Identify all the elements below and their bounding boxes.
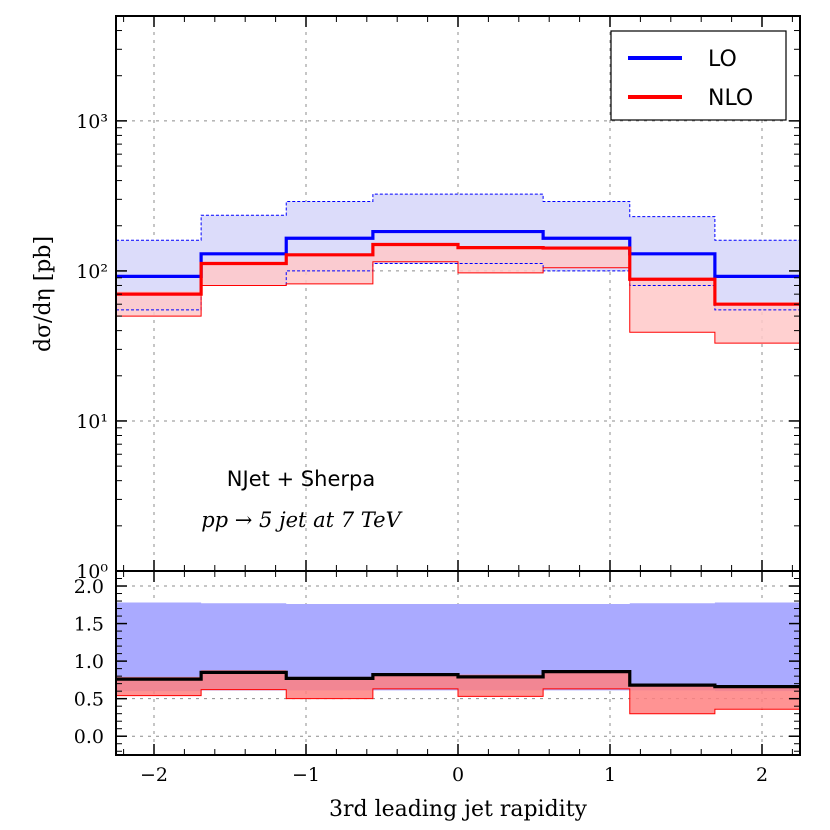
y-axis-label: dσ/dη [pb] bbox=[31, 236, 56, 352]
main-lines bbox=[116, 229, 800, 306]
main-bands bbox=[116, 193, 800, 344]
x-tick-label: 2 bbox=[756, 764, 768, 786]
ratio-ytick-label: 0.0 bbox=[74, 726, 104, 748]
nlo-uncertainty-band bbox=[116, 243, 800, 344]
main-ytick-label: 10² bbox=[76, 261, 108, 283]
ratio-ytick-label: 1.5 bbox=[74, 614, 104, 636]
x-axis-label: 3rd leading jet rapidity bbox=[329, 797, 588, 822]
lo-central-line bbox=[116, 229, 800, 278]
main-ytick-label: 10⁰ bbox=[76, 561, 108, 583]
main-ytick-label: 10³ bbox=[76, 111, 108, 133]
legend-nlo-label: NLO bbox=[708, 86, 753, 111]
legend: LO NLO bbox=[610, 30, 787, 121]
x-tick-label: 0 bbox=[452, 764, 464, 786]
legend-lo-label: LO bbox=[708, 47, 737, 72]
legend-box bbox=[610, 30, 787, 121]
ratio-nlo-band-lower-edge bbox=[116, 688, 800, 715]
ratio-ytick-label: 0.5 bbox=[74, 689, 104, 711]
nlo-band-lower-edge bbox=[116, 261, 800, 344]
x-tick-label: 1 bbox=[604, 764, 616, 786]
ratio-bands bbox=[116, 602, 800, 715]
ratio-ytick-label: 1.0 bbox=[74, 651, 104, 673]
ratio-plot-frame bbox=[115, 570, 801, 756]
ratio-central-line bbox=[116, 670, 800, 689]
main-ytick-label: 10¹ bbox=[76, 411, 108, 433]
annotation-process: pp → 5 jet at 7 TeV bbox=[201, 508, 402, 532]
nlo-central-line bbox=[116, 242, 800, 306]
x-tick-label: −1 bbox=[292, 764, 320, 786]
annotation-generator: NJet + Sherpa bbox=[227, 467, 375, 491]
ratio-lo-band bbox=[116, 602, 800, 692]
ratio-ticks: 0.0 0.5 1.0 1.5 2.0 −2 −1 0 1 2 bbox=[74, 571, 800, 786]
ratio-lines bbox=[116, 670, 800, 689]
ratio-ytick-label: 2.0 bbox=[74, 576, 104, 598]
x-tick-label: −2 bbox=[140, 764, 168, 786]
